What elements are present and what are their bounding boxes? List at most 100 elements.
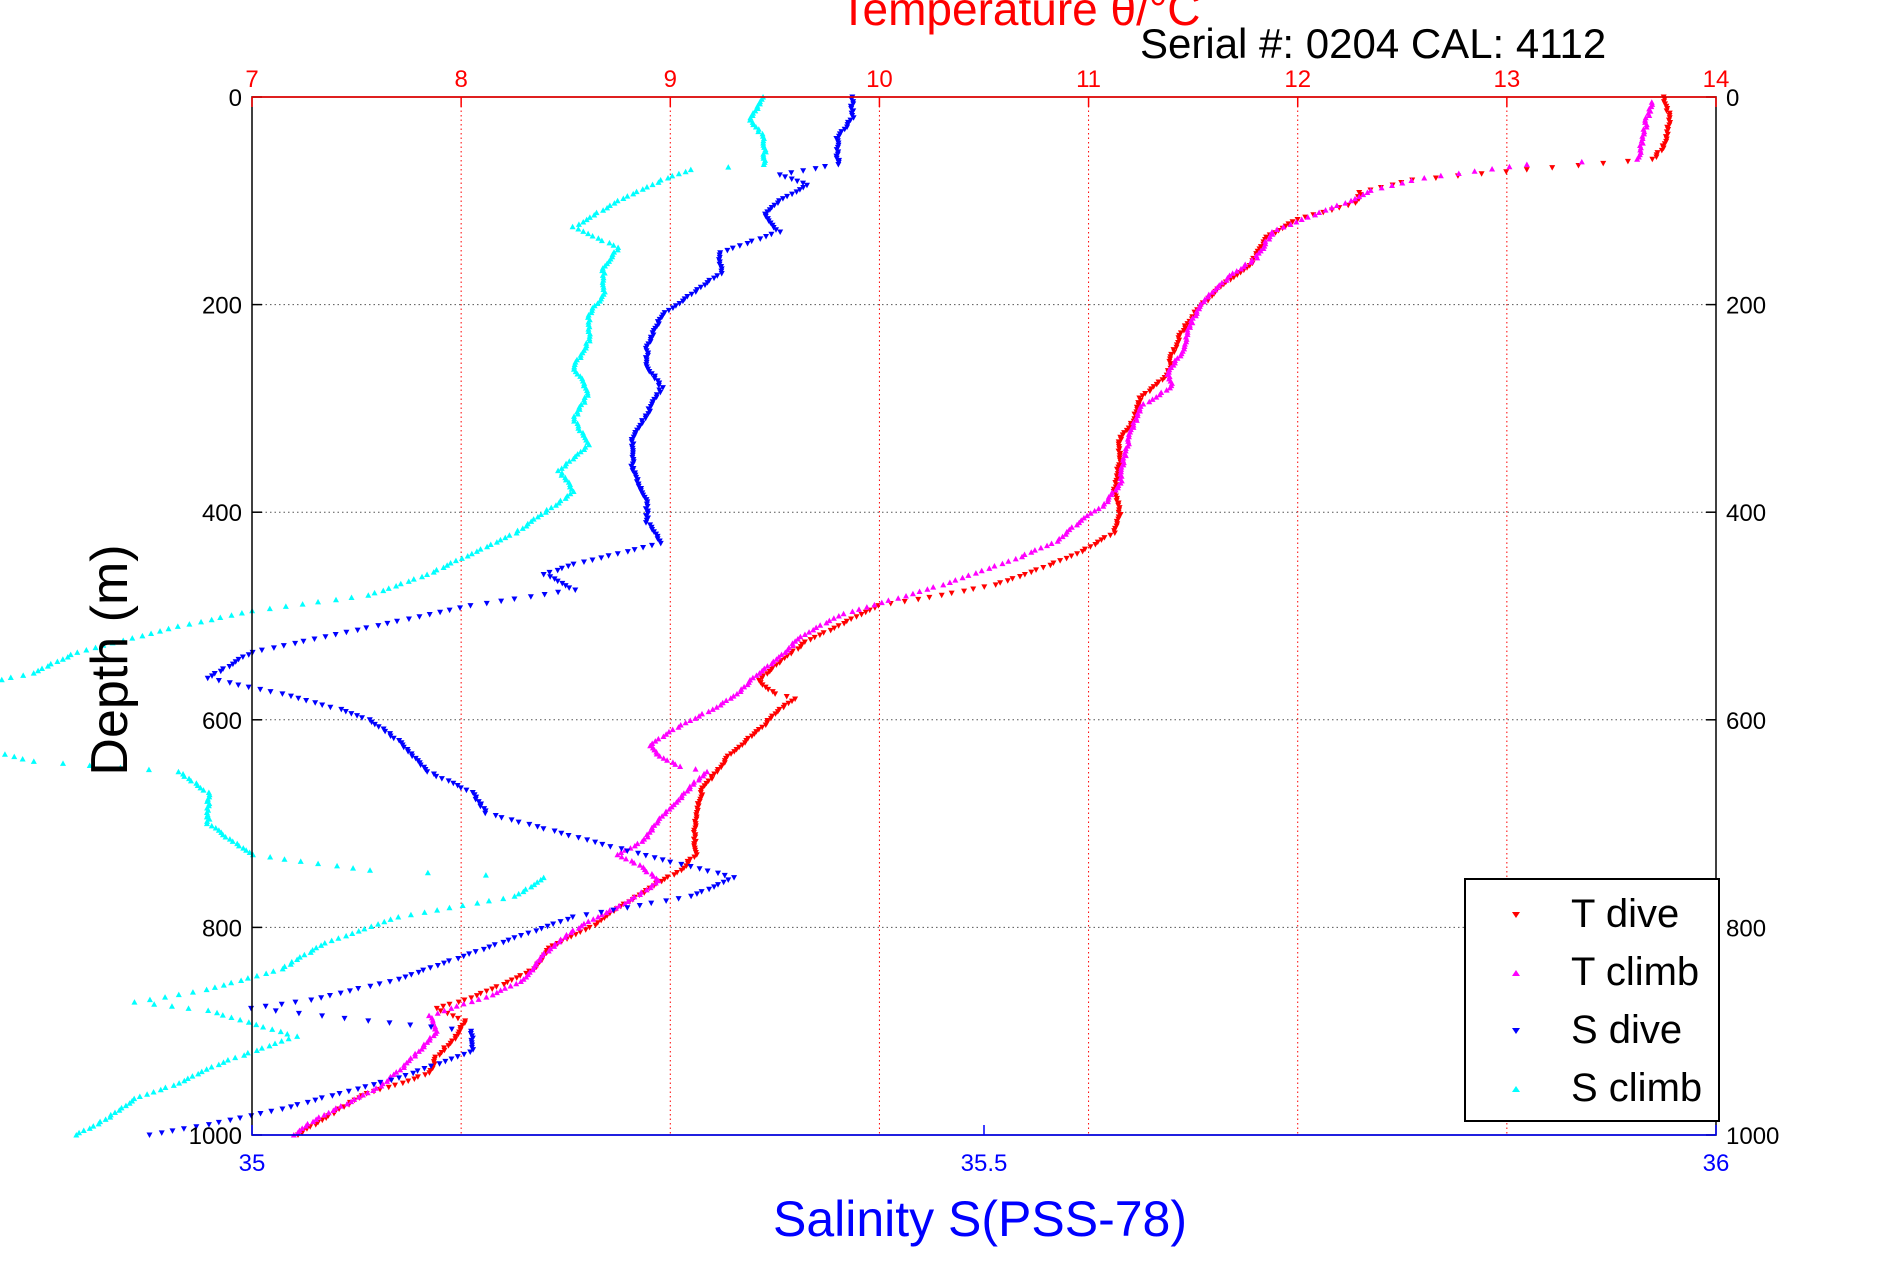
data-point [698,889,705,895]
data-point [715,882,722,888]
data-point [704,768,711,775]
data-point [878,599,885,606]
data-point [816,632,823,639]
temp-tick-label: 10 [866,66,893,93]
data-point [278,1001,285,1008]
data-point [586,333,593,339]
data-point [165,625,172,632]
data-point [686,785,693,792]
data-point [385,1084,392,1091]
data-point [19,755,26,762]
data-point [407,911,414,918]
data-point [657,540,664,547]
y-axis-title: Depth (m) [81,544,139,776]
data-point [334,862,341,869]
data-point [1302,214,1309,221]
data-point [678,861,685,868]
data-point [409,753,416,760]
data-point [794,178,801,185]
data-point [176,1080,183,1086]
data-point [215,1061,222,1068]
data-point [835,613,842,619]
data-point [279,1106,286,1113]
data-point [903,592,910,599]
legend-item-t-dive: T dive [1466,888,1722,944]
data-point [737,688,744,695]
data-point [598,909,605,916]
data-point [618,846,625,852]
data-point [350,865,357,871]
data-point [203,813,210,820]
data-point [238,610,245,616]
data-point [322,634,329,640]
data-point [1575,163,1582,169]
data-point [562,462,569,469]
data-point [515,890,522,897]
data-point [424,769,431,775]
data-point [606,907,613,913]
data-point [454,1015,461,1022]
data-point [551,828,558,835]
data-point [181,1077,188,1084]
data-point [763,234,770,240]
data-point [1181,341,1188,347]
data-point [795,646,802,652]
data-point [473,548,480,554]
data-point [696,866,703,872]
data-point [205,1122,212,1128]
data-point [396,1075,403,1081]
data-point [518,932,525,939]
data-point [497,536,504,543]
data-point [303,698,310,704]
data-point [655,382,662,389]
data-point [1087,544,1094,550]
data-point [215,1119,222,1126]
data-point [151,1001,158,1007]
data-point [109,639,116,646]
data-point [203,986,210,993]
data-point [64,653,71,660]
data-point [477,803,484,810]
data-point [773,656,780,662]
data-point [461,1051,468,1058]
data-point [266,1042,273,1049]
data-point [464,553,471,559]
data-point [574,408,581,415]
data-point [430,1032,437,1039]
data-point [1360,191,1367,198]
data-point [621,900,628,907]
data-point [505,937,512,944]
data-point [244,1049,251,1056]
data-point [1063,555,1070,562]
data-point [365,1018,372,1024]
data-point [145,766,152,773]
data-point [506,532,513,538]
data-point [294,1033,301,1039]
data-point [30,758,37,764]
data-point [676,300,683,307]
data-point [466,951,473,957]
data-point [667,859,674,866]
data-point [272,1008,279,1014]
depth-tick-label-left: 600 [202,708,242,735]
data-point [757,236,764,242]
data-point [1108,491,1115,498]
salinity-tick-label: 35 [239,1150,266,1177]
data-point [1200,298,1207,305]
data-point [474,900,481,906]
data-point [129,635,136,641]
data-point [1274,226,1281,232]
data-point [652,738,659,744]
data-point [378,1082,385,1089]
data-point [1634,156,1641,162]
data-point [598,555,605,561]
data-point [131,999,138,1005]
data-point [999,560,1006,567]
data-point [750,121,757,128]
data-point [279,691,286,697]
data-point [625,898,632,904]
data-point [634,840,641,847]
data-point [620,195,627,201]
data-point [1017,574,1024,580]
data-point [448,1056,455,1063]
